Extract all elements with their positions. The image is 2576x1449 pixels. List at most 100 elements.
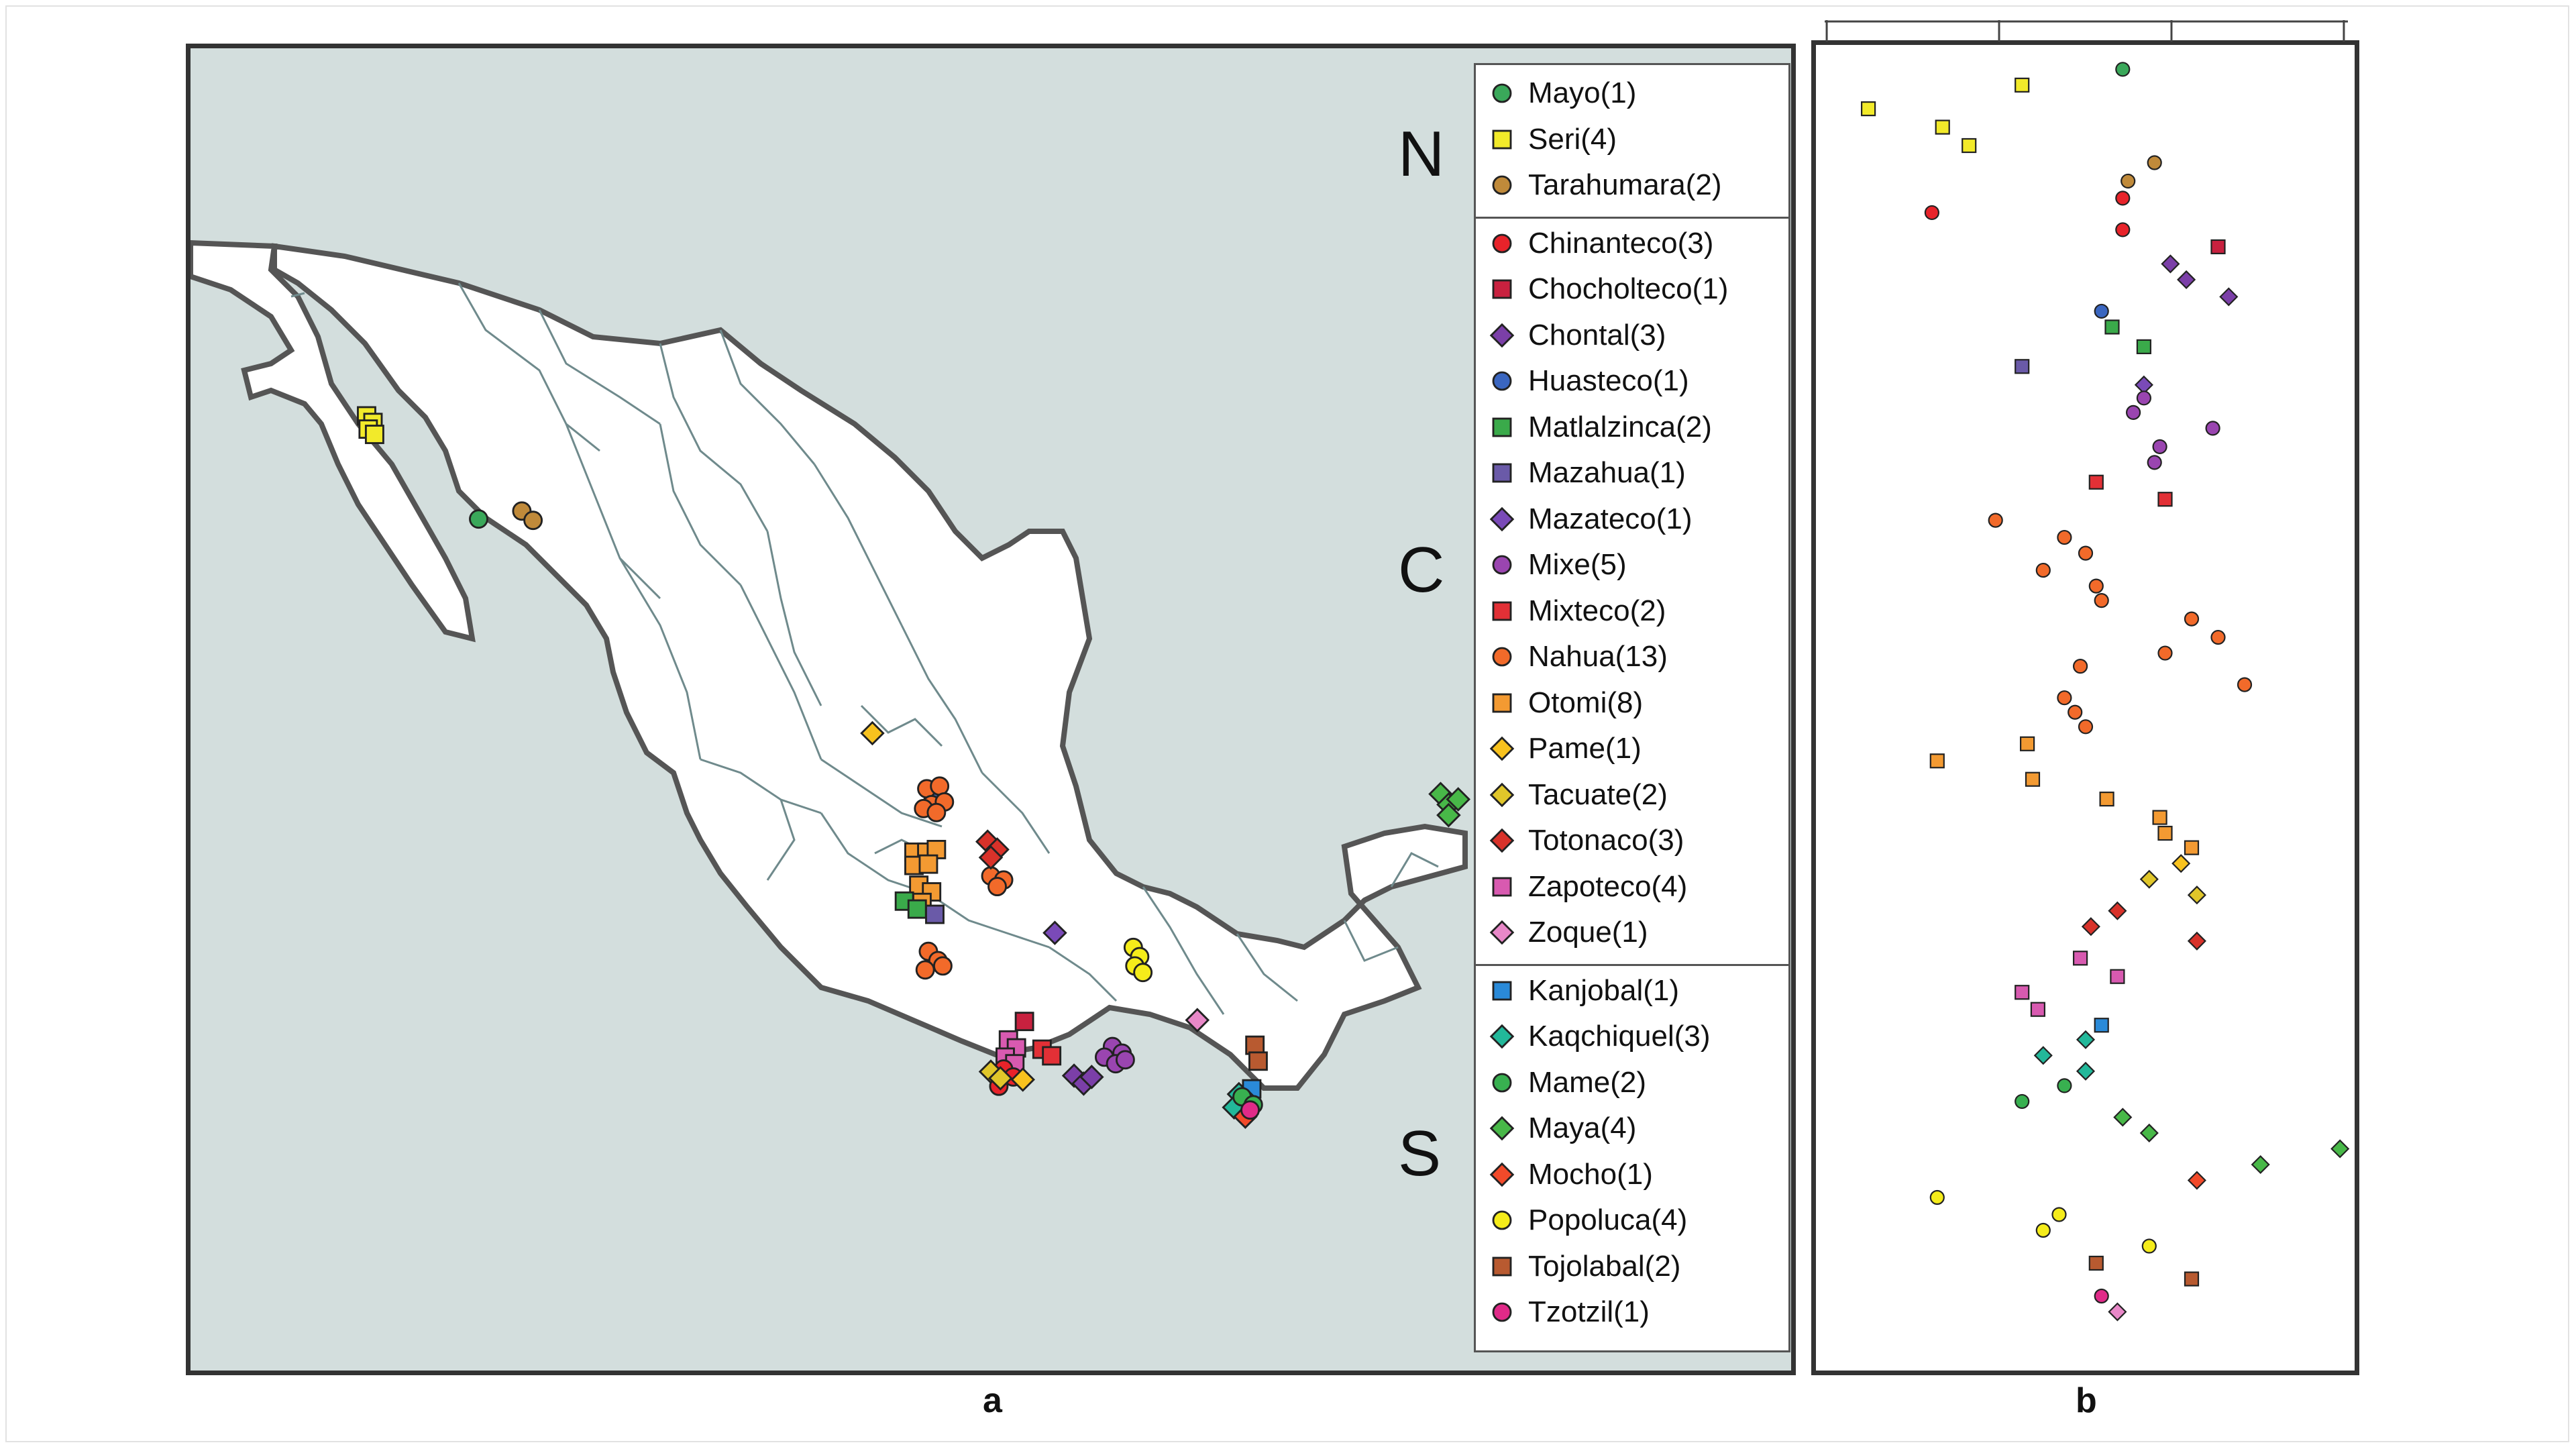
legend-marker bbox=[1492, 601, 1512, 621]
plot-point bbox=[2115, 222, 2131, 237]
sample-plot bbox=[1825, 20, 2350, 1322]
legend-label: Mixteco(2) bbox=[1528, 594, 1666, 627]
legend-label: Mazahua(1) bbox=[1528, 456, 1686, 489]
legend-item-popoluca: Popoluca(4) bbox=[1489, 1200, 1687, 1240]
legend-marker bbox=[1489, 506, 1515, 531]
legend-item-maya: Maya(4) bbox=[1489, 1108, 1636, 1148]
site-marker-tojolabal bbox=[1248, 1051, 1268, 1071]
plot-point bbox=[2141, 1238, 2157, 1254]
plot-point bbox=[2184, 840, 2200, 855]
map-panel: Mayo(1) Seri(4) Tarahumara(2) Chinanteco(3)… bbox=[186, 44, 1796, 1375]
legend-label: Matlalzinca(2) bbox=[1528, 410, 1712, 443]
site-marker-nahua bbox=[987, 877, 1007, 897]
site-marker-popoluca bbox=[1133, 963, 1153, 983]
site-marker-mayo bbox=[469, 509, 488, 529]
legend-item-mixteco: Mixteco(2) bbox=[1489, 591, 1666, 631]
site-marker-chontal bbox=[1079, 1065, 1104, 1089]
plot-point bbox=[2078, 545, 2094, 561]
legend-symbol-diamond-icon bbox=[1489, 1162, 1515, 1187]
legend-label: Kanjobal(1) bbox=[1528, 973, 1680, 1007]
plot-point bbox=[2136, 390, 2151, 406]
plot-point bbox=[2104, 319, 2120, 335]
site-marker-totonaco bbox=[978, 845, 1004, 870]
plot-point bbox=[2088, 474, 2104, 490]
plot-point bbox=[1860, 101, 1876, 117]
legend-symbol-circle-icon bbox=[1492, 233, 1512, 253]
plot-point bbox=[2033, 1046, 2053, 1065]
legend-marker bbox=[1489, 828, 1515, 853]
site-marker-pame bbox=[860, 720, 885, 746]
plot-point bbox=[1962, 138, 1977, 154]
site-marker-mazahua bbox=[925, 904, 945, 924]
legend-item-mazateco: Mazateco(1) bbox=[1489, 499, 1693, 539]
legend-symbol-diamond-icon bbox=[1489, 782, 1515, 807]
legend-item-tojolabal: Tojolabal(2) bbox=[1489, 1246, 1680, 1287]
legend-item-matlalzinca: Matlalzinca(2) bbox=[1489, 407, 1712, 447]
legend-label: Tzotzil(1) bbox=[1528, 1295, 1650, 1328]
plot-point bbox=[2161, 254, 2180, 274]
baja-california bbox=[191, 239, 476, 643]
legend-item-tarahumara: Tarahumara(2) bbox=[1489, 165, 1722, 205]
legend-item-mixe: Mixe(5) bbox=[1489, 545, 1627, 585]
legend-symbol-circle-icon bbox=[1492, 1210, 1512, 1230]
legend-label: Maya(4) bbox=[1528, 1112, 1637, 1144]
plot-point bbox=[2210, 629, 2226, 645]
legend-symbol-circle-icon bbox=[1492, 175, 1512, 195]
legend-label: Tarahumara(2) bbox=[1528, 168, 1722, 201]
legend-marker bbox=[1489, 323, 1515, 347]
plot-point bbox=[2057, 690, 2072, 706]
site-marker-chocholteco bbox=[1014, 1012, 1034, 1032]
plot-point bbox=[2187, 1171, 2206, 1190]
legend-item-mame: Mame(2) bbox=[1489, 1063, 1646, 1103]
plot-point bbox=[2094, 1288, 2109, 1304]
legend-label: Totonaco(3) bbox=[1528, 824, 1684, 857]
plot-point bbox=[2035, 562, 2051, 578]
legend-marker bbox=[1492, 175, 1512, 195]
plot-point bbox=[2015, 985, 2030, 1000]
legend-item-mocho: Mocho(1) bbox=[1489, 1155, 1653, 1195]
plot-point bbox=[2094, 593, 2109, 608]
legend-symbol-circle-icon bbox=[1492, 371, 1512, 391]
plot-point bbox=[2152, 439, 2167, 454]
plot-point bbox=[2139, 1123, 2159, 1143]
plot-point bbox=[2121, 173, 2136, 189]
plot-point bbox=[2184, 611, 2200, 627]
site-marker-nahua bbox=[932, 956, 953, 976]
plot-point bbox=[2035, 1222, 2051, 1238]
plot-point bbox=[2177, 270, 2196, 289]
plot-point bbox=[2015, 77, 2030, 93]
legend-symbol-diamond-icon bbox=[1489, 506, 1515, 531]
plot-point bbox=[2057, 529, 2072, 545]
legend-marker bbox=[1489, 782, 1515, 807]
plot-point bbox=[2015, 1093, 2030, 1110]
legend-symbol-square-icon bbox=[1492, 981, 1512, 1000]
plot-point bbox=[2115, 191, 2131, 206]
legend-marker bbox=[1492, 981, 1512, 1000]
site-marker-zoque bbox=[1185, 1008, 1210, 1032]
plot-point bbox=[2068, 704, 2083, 720]
legend-label: Zoque(1) bbox=[1528, 916, 1648, 949]
plot-point bbox=[2157, 492, 2173, 507]
legend-marker bbox=[1492, 877, 1512, 896]
site-marker-mixteco bbox=[1042, 1046, 1062, 1066]
plot-point bbox=[2210, 239, 2226, 255]
plot-markers bbox=[1860, 62, 2350, 1322]
legend-marker bbox=[1492, 1073, 1512, 1092]
legend-label: Mazateco(1) bbox=[1528, 502, 1693, 535]
legend-item-otomi: Otomi(8) bbox=[1489, 683, 1643, 723]
plot-point bbox=[2076, 1030, 2096, 1049]
site-marker-matlalzinca bbox=[907, 899, 927, 919]
legend-marker bbox=[1489, 1116, 1515, 1141]
legend-marker bbox=[1492, 1302, 1512, 1322]
plot-point bbox=[2187, 931, 2206, 951]
plot-point bbox=[2108, 1302, 2127, 1322]
state-borders bbox=[290, 282, 1439, 1015]
legend-symbol-circle-icon bbox=[1492, 83, 1512, 103]
legend-marker bbox=[1492, 233, 1512, 253]
panel-label-b: b bbox=[2076, 1381, 2097, 1420]
legend-item-totonaco: Totonaco(3) bbox=[1489, 820, 1684, 861]
legend-item-huasteco: Huasteco(1) bbox=[1489, 361, 1689, 401]
legend-label: Nahua(13) bbox=[1528, 640, 1668, 673]
legend-label: Mayo(1) bbox=[1528, 76, 1637, 109]
legend-marker bbox=[1492, 647, 1512, 667]
